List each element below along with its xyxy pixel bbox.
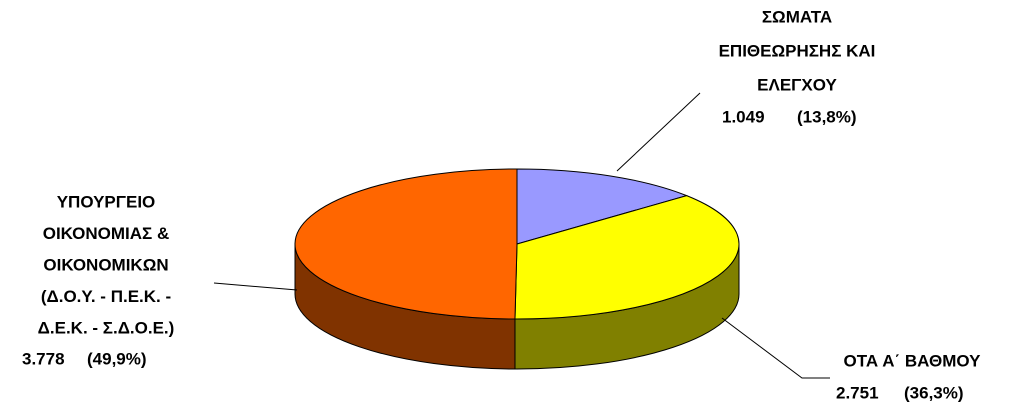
pie-slice (294, 168, 518, 320)
share-label: (49,9%) (87, 349, 147, 368)
slice-label: ΟΙΚΟΝΟΜΙΑΣ & (43, 224, 170, 243)
slice-label: ΣΩΜΑΤΑ (762, 7, 832, 26)
leader-line (616, 92, 701, 172)
value-label: 2.751 (836, 383, 879, 402)
pie-slice (516, 168, 689, 245)
leader-line (213, 282, 298, 291)
slice-label: ΟΤΑ Α΄ ΒΑΘΜΟΥ (844, 351, 982, 370)
slice-label: ΕΛΕΓΧΟΥ (757, 75, 837, 94)
share-label: (13,8%) (797, 107, 857, 126)
pie-slice (514, 195, 740, 320)
value-label: 3.778 (22, 349, 65, 368)
slice-label: (Δ.Ο.Υ. - Π.Ε.Κ. - (41, 287, 171, 306)
value-label: 1.049 (722, 107, 765, 126)
slice-label: Δ.Ε.Κ. - Σ.Δ.Ο.Ε.) (38, 318, 175, 337)
slice-label: ΕΠΙΘΕΩΡΗΣΗΣ ΚΑΙ (719, 41, 876, 60)
slice-label: ΥΠΟΥΡΓΕΙΟ (57, 192, 156, 211)
share-label: (36,3%) (904, 383, 964, 402)
leader-line (721, 317, 830, 379)
slice-label: ΟΙΚΟΝΟΜΙΚΩΝ (43, 255, 168, 274)
